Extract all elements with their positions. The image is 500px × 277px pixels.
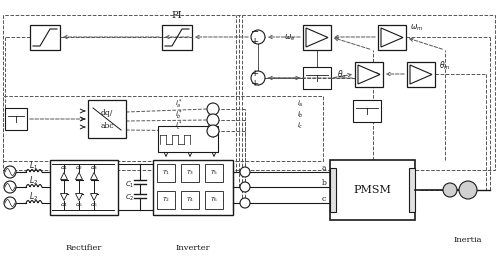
Circle shape bbox=[251, 71, 265, 85]
Polygon shape bbox=[410, 65, 432, 84]
Polygon shape bbox=[90, 194, 98, 201]
Text: +: + bbox=[251, 78, 259, 88]
Bar bbox=[378, 25, 406, 50]
Circle shape bbox=[251, 30, 265, 44]
Text: $d_3$: $d_3$ bbox=[90, 163, 98, 173]
Bar bbox=[157, 191, 175, 209]
Circle shape bbox=[207, 125, 219, 137]
Circle shape bbox=[459, 181, 477, 199]
Text: $T_1$: $T_1$ bbox=[162, 168, 170, 178]
Bar bbox=[409, 168, 415, 212]
Polygon shape bbox=[381, 28, 403, 47]
Text: $i_a^*$: $i_a^*$ bbox=[175, 97, 183, 111]
Text: $\theta_m$: $\theta_m$ bbox=[439, 60, 450, 72]
Circle shape bbox=[4, 166, 16, 178]
Text: $L_2$: $L_2$ bbox=[30, 191, 38, 203]
Text: $d_1$: $d_1$ bbox=[60, 163, 68, 173]
Bar bbox=[30, 25, 60, 50]
Text: abc: abc bbox=[100, 122, 114, 130]
Circle shape bbox=[207, 114, 219, 126]
Bar bbox=[330, 168, 336, 212]
Text: $\theta_e$: $\theta_e$ bbox=[338, 68, 347, 81]
Bar bbox=[88, 100, 126, 138]
Text: Inertia: Inertia bbox=[454, 236, 482, 244]
Bar bbox=[153, 160, 233, 215]
Text: $T_6$: $T_6$ bbox=[210, 196, 218, 204]
Text: $i_c^*$: $i_c^*$ bbox=[175, 119, 183, 133]
Polygon shape bbox=[358, 65, 380, 84]
Bar bbox=[5, 108, 27, 130]
Circle shape bbox=[207, 103, 219, 115]
Text: $L_1$: $L_1$ bbox=[30, 160, 38, 172]
Text: $L_2$: $L_2$ bbox=[30, 175, 38, 187]
Bar bbox=[303, 67, 331, 89]
Polygon shape bbox=[76, 194, 82, 201]
Circle shape bbox=[4, 197, 16, 209]
Bar bbox=[3, 96, 323, 161]
Text: b: b bbox=[322, 179, 326, 187]
Bar bbox=[407, 62, 435, 87]
Text: $C_2$: $C_2$ bbox=[125, 193, 135, 203]
Polygon shape bbox=[90, 173, 98, 179]
Bar bbox=[181, 191, 199, 209]
Text: $T_3$: $T_3$ bbox=[186, 168, 194, 178]
Bar bbox=[205, 164, 223, 182]
Text: $i_c$: $i_c$ bbox=[296, 121, 304, 131]
Bar bbox=[303, 25, 331, 50]
Text: $\omega_m$: $\omega_m$ bbox=[410, 23, 424, 33]
Bar bbox=[330, 160, 415, 220]
Circle shape bbox=[240, 182, 250, 192]
Text: $d_6$: $d_6$ bbox=[90, 201, 98, 209]
Bar bbox=[157, 164, 175, 182]
Polygon shape bbox=[76, 173, 82, 179]
Circle shape bbox=[240, 198, 250, 208]
Text: +: + bbox=[251, 70, 259, 78]
Circle shape bbox=[240, 167, 250, 177]
Text: $\omega_e$: $\omega_e$ bbox=[284, 32, 295, 43]
Text: −: − bbox=[251, 29, 259, 37]
Text: c: c bbox=[322, 195, 326, 203]
Text: $T_4$: $T_4$ bbox=[186, 196, 194, 204]
Bar bbox=[50, 160, 118, 215]
Text: $d_4$: $d_4$ bbox=[60, 201, 68, 209]
Polygon shape bbox=[60, 194, 68, 201]
Polygon shape bbox=[306, 28, 328, 47]
Bar bbox=[353, 100, 381, 122]
Text: $T_5$: $T_5$ bbox=[210, 168, 218, 178]
Text: +: + bbox=[251, 37, 259, 47]
Bar bbox=[162, 25, 192, 50]
Text: $T_2$: $T_2$ bbox=[162, 196, 170, 204]
Bar bbox=[355, 62, 383, 87]
Text: PMSM: PMSM bbox=[354, 185, 392, 195]
Polygon shape bbox=[60, 173, 68, 179]
Bar bbox=[205, 191, 223, 209]
Text: a: a bbox=[322, 164, 326, 172]
Text: $d_2$: $d_2$ bbox=[75, 163, 83, 173]
Bar bbox=[3, 15, 495, 170]
Text: $C_1$: $C_1$ bbox=[125, 180, 135, 190]
Bar bbox=[158, 126, 218, 152]
Text: Inverter: Inverter bbox=[176, 244, 210, 252]
Text: $i_a$: $i_a$ bbox=[296, 99, 304, 109]
Text: $i_b^*$: $i_b^*$ bbox=[175, 108, 183, 122]
Text: PI: PI bbox=[172, 12, 182, 20]
Circle shape bbox=[443, 183, 457, 197]
Bar bbox=[181, 164, 199, 182]
Text: dq/: dq/ bbox=[101, 109, 113, 117]
Text: $i_b$: $i_b$ bbox=[296, 110, 304, 120]
Text: Rectifier: Rectifier bbox=[66, 244, 102, 252]
Text: $d_5$: $d_5$ bbox=[75, 201, 83, 209]
Circle shape bbox=[4, 181, 16, 193]
